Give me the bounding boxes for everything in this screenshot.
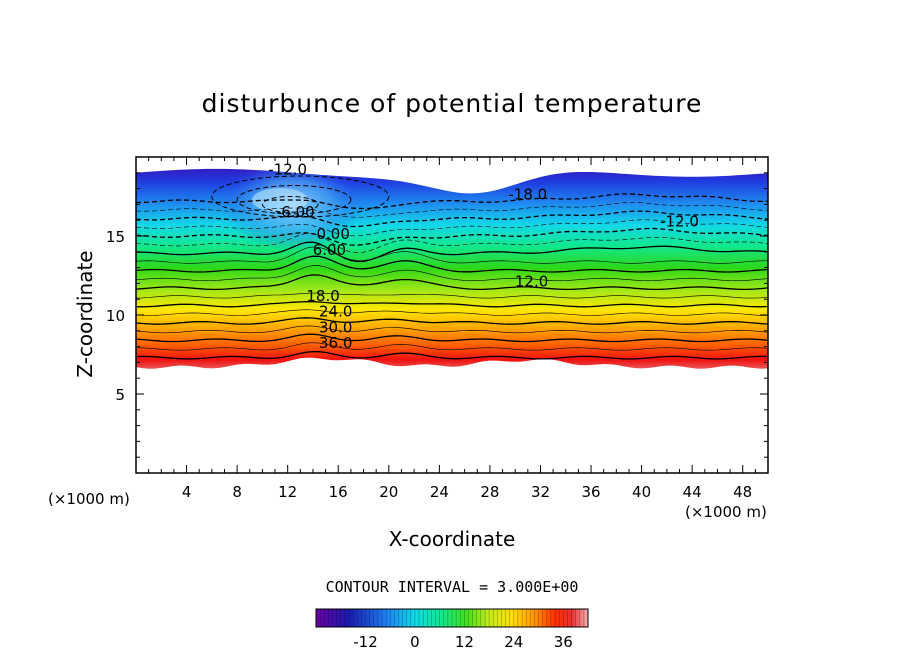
x-tick-label: 20 xyxy=(379,483,398,501)
contour-label: 36.0 xyxy=(319,334,352,352)
x-tick-labels: 4 8 12 16 20 24 28 32 36 40 44 48 xyxy=(182,483,752,501)
contour-line xyxy=(136,233,768,254)
contour-label: 24.0 xyxy=(319,303,352,321)
colorbar: -12 0 12 24 36 xyxy=(315,608,589,651)
colorbar-frame xyxy=(315,608,589,628)
z-tick-label: 15 xyxy=(106,228,125,246)
contour-line xyxy=(136,317,768,325)
contour-label: -12.0 xyxy=(660,213,699,231)
contour-label: -6.00 xyxy=(276,203,315,221)
contour-line xyxy=(136,301,768,308)
y-axis-title: Z-coordinate xyxy=(73,250,97,377)
contour-label: 18.0 xyxy=(306,287,339,305)
colorbar-tick-label: 24 xyxy=(504,633,523,651)
contour-line xyxy=(136,241,768,263)
x-tick-label: 48 xyxy=(733,483,752,501)
contour-line xyxy=(136,333,768,343)
x-unit-label: (×1000 m) xyxy=(685,503,767,521)
contour-line xyxy=(136,210,768,228)
axis-ticks xyxy=(136,157,768,473)
contour-line-closed xyxy=(236,185,352,215)
x-tick-label: 44 xyxy=(683,483,702,501)
contour-line xyxy=(136,274,768,291)
contour-labels: -12.0 -18.0 -6.00 -12.0 0.006.00 12.0 18.024.0… xyxy=(268,160,699,352)
contour-line xyxy=(136,309,768,316)
contour-line xyxy=(136,193,768,210)
z-tick-labels: 5 10 15 xyxy=(106,228,125,404)
contour-line-closed xyxy=(211,175,390,218)
x-tick-label: 16 xyxy=(329,483,348,501)
chart-title: disturbunce of potential temperature xyxy=(202,89,703,118)
contour-line xyxy=(136,255,768,273)
contour-lines xyxy=(136,175,768,360)
x-tick-label: 12 xyxy=(278,483,297,501)
colorbar-labels: -12 0 12 24 36 xyxy=(353,633,573,651)
contour-line-closed xyxy=(261,196,319,213)
x-tick-label: 40 xyxy=(632,483,651,501)
x-axis-title: X-coordinate xyxy=(389,527,516,551)
contour-label: 30.0 xyxy=(319,318,352,336)
contour-label: -18.0 xyxy=(508,186,547,204)
contour-line xyxy=(136,219,768,237)
contour-line xyxy=(136,202,768,218)
colorbar-tick-label: 36 xyxy=(554,633,573,651)
colorbar-tick-label: 0 xyxy=(410,633,420,651)
z-tick-label: 5 xyxy=(115,386,125,404)
colorbar-tick-label: -12 xyxy=(353,633,378,651)
contour-line xyxy=(136,342,768,351)
contour-label: 6.00 xyxy=(313,241,346,259)
z-tick-label: 10 xyxy=(106,307,125,325)
contour-label: -12.0 xyxy=(268,160,307,178)
contour-line xyxy=(136,265,768,282)
contour-line xyxy=(136,227,768,246)
x-tick-label: 32 xyxy=(531,483,550,501)
colorbar-tick-label: 12 xyxy=(455,633,474,651)
z-unit-label: (×1000 m) xyxy=(48,490,130,508)
contour-line xyxy=(136,292,768,299)
contour-label: 0.00 xyxy=(316,225,349,243)
contour-label: 12.0 xyxy=(515,273,548,291)
contour-line xyxy=(136,246,768,264)
x-tick-label: 28 xyxy=(480,483,499,501)
x-tick-label: 24 xyxy=(430,483,449,501)
contour-line xyxy=(136,350,768,360)
colorbar-segments xyxy=(319,609,585,627)
contour-interval-note: CONTOUR INTERVAL = 3.000E+00 xyxy=(326,578,579,596)
contour-line xyxy=(136,325,768,334)
x-tick-label: 4 xyxy=(182,483,192,501)
x-tick-label: 36 xyxy=(581,483,600,501)
contour-field xyxy=(136,168,768,369)
x-tick-label: 8 xyxy=(232,483,242,501)
